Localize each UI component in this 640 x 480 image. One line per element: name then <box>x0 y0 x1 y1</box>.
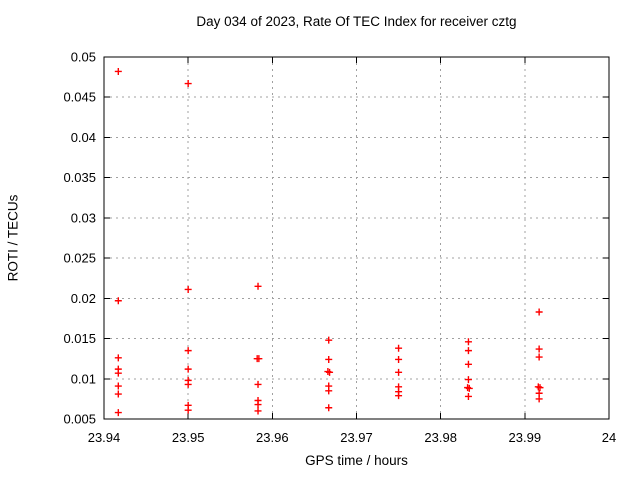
y-tick-label: 0.05 <box>71 50 96 65</box>
data-point <box>184 285 192 293</box>
data-point <box>184 365 192 373</box>
data-point <box>255 355 263 363</box>
data-point <box>184 347 192 355</box>
data-point <box>114 409 122 417</box>
data-point <box>114 382 122 390</box>
data-point <box>254 282 262 290</box>
data-point <box>114 297 122 305</box>
y-tick-label: 0.035 <box>63 170 96 185</box>
data-point <box>464 384 472 392</box>
data-point <box>254 380 262 388</box>
data-point <box>464 360 472 368</box>
data-point <box>535 353 543 361</box>
y-tick-label: 0.045 <box>63 90 96 105</box>
data-point <box>114 369 122 377</box>
data-point <box>114 67 122 75</box>
data-point <box>395 344 403 352</box>
x-tick-label: 23.94 <box>88 430 121 445</box>
x-tick-label: 23.96 <box>256 430 289 445</box>
data-point <box>395 368 403 376</box>
x-tick-label: 23.99 <box>509 430 542 445</box>
y-tick-label: 0.015 <box>63 331 96 346</box>
y-tick-label: 0.03 <box>71 210 96 225</box>
data-point <box>254 407 262 415</box>
x-tick-label: 24 <box>602 430 616 445</box>
data-point <box>464 376 472 384</box>
y-tick-label: 0.04 <box>71 130 96 145</box>
data-point <box>535 395 543 403</box>
data-point <box>326 368 334 376</box>
data-point <box>325 355 333 363</box>
data-point <box>254 401 262 409</box>
data-point <box>535 345 543 353</box>
y-tick-label: 0.01 <box>71 371 96 386</box>
data-point <box>395 392 403 400</box>
data-point <box>184 406 192 414</box>
data-point <box>395 355 403 363</box>
data-point <box>534 383 542 391</box>
data-point <box>535 308 543 316</box>
chart-title: Day 034 of 2023, Rate Of TEC Index for r… <box>196 14 517 29</box>
y-tick-label: 0.02 <box>71 291 96 306</box>
data-point <box>325 387 333 395</box>
data-point <box>114 354 122 362</box>
data-point <box>464 347 472 355</box>
data-point <box>325 404 333 412</box>
data-point <box>114 390 122 398</box>
data-point <box>464 392 472 400</box>
x-tick-label: 23.95 <box>172 430 205 445</box>
data-point <box>184 380 192 388</box>
data-point <box>465 384 473 392</box>
data-point <box>184 80 192 88</box>
data-point <box>324 368 332 376</box>
x-axis-label: GPS time / hours <box>305 453 408 468</box>
y-tick-label: 0.025 <box>63 251 96 266</box>
data-point <box>325 336 333 344</box>
x-tick-label: 23.98 <box>424 430 457 445</box>
data-point <box>464 338 472 346</box>
y-tick-label: 0.005 <box>63 412 96 427</box>
x-tick-label: 23.97 <box>340 430 373 445</box>
data-point <box>536 384 544 392</box>
